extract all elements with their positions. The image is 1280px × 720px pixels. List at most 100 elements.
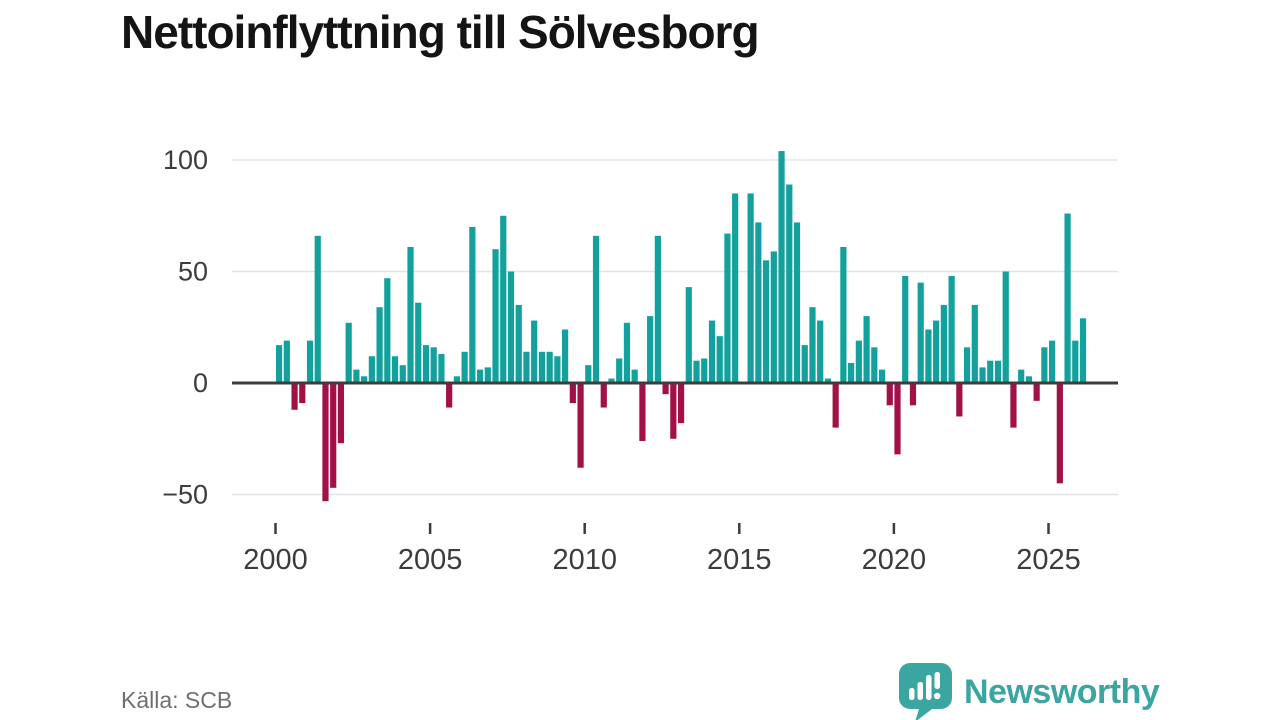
bar xyxy=(592,235,600,383)
bar xyxy=(376,307,383,383)
bar xyxy=(1041,347,1048,383)
bar xyxy=(515,304,522,383)
bar xyxy=(670,383,677,439)
bar xyxy=(407,246,414,383)
bar xyxy=(994,360,1002,383)
newsworthy-logo-icon xyxy=(899,662,952,720)
bar xyxy=(662,383,669,395)
bar xyxy=(1033,383,1040,401)
source-note: Källa: SCB xyxy=(121,687,233,713)
bar xyxy=(616,358,623,383)
bar xyxy=(306,340,314,383)
bar xyxy=(1064,213,1071,383)
bar xyxy=(391,356,399,383)
bar xyxy=(291,383,298,410)
bar xyxy=(925,329,932,383)
bar xyxy=(940,304,947,383)
bar xyxy=(639,383,646,441)
bar xyxy=(322,383,329,502)
bar xyxy=(654,235,661,383)
bar xyxy=(623,322,631,383)
bar xyxy=(793,222,801,383)
brand-name: Newsworthy xyxy=(964,672,1160,711)
bar xyxy=(600,383,607,408)
bar xyxy=(577,383,584,468)
bar xyxy=(647,316,654,383)
bar xyxy=(755,222,762,383)
bar xyxy=(415,302,422,383)
bar xyxy=(917,282,924,383)
bar xyxy=(979,367,986,383)
bar xyxy=(476,369,484,383)
bar xyxy=(809,307,816,383)
bar xyxy=(933,320,940,383)
bar xyxy=(283,340,290,383)
bar xyxy=(361,376,368,383)
bar xyxy=(948,275,955,383)
y-axis-label: 100 xyxy=(163,145,208,175)
bar xyxy=(724,233,731,383)
bar xyxy=(585,365,592,383)
bar xyxy=(987,360,994,383)
page-title: Nettoinflyttning till Sölvesborg xyxy=(121,6,760,58)
bar xyxy=(461,351,468,383)
bar xyxy=(1079,318,1087,383)
bar xyxy=(778,151,785,383)
bar xyxy=(330,383,337,488)
bar xyxy=(399,365,406,383)
bar xyxy=(562,329,569,383)
logo-exclamation-dot xyxy=(934,692,941,699)
bar xyxy=(523,351,530,383)
y-axis-label: 50 xyxy=(178,257,208,287)
bar xyxy=(886,383,893,406)
bar xyxy=(554,356,561,383)
bar xyxy=(608,378,615,383)
bar xyxy=(484,367,491,383)
bar xyxy=(894,383,901,455)
bar xyxy=(546,351,553,383)
y-axis-label: 0 xyxy=(193,368,208,398)
bar xyxy=(1018,369,1025,383)
bar xyxy=(1025,376,1033,383)
bar xyxy=(685,287,692,383)
x-axis-label: 2025 xyxy=(1016,544,1081,576)
bar xyxy=(848,362,855,383)
x-axis-label: 2020 xyxy=(862,544,927,576)
bar xyxy=(531,320,538,383)
bar xyxy=(770,251,777,383)
brand-footer: Newsworthy xyxy=(898,662,1160,720)
bar xyxy=(963,347,971,383)
bar xyxy=(693,360,700,383)
bar xyxy=(871,347,878,383)
bar xyxy=(817,320,824,383)
bar xyxy=(732,193,739,383)
bar xyxy=(345,322,352,383)
bar xyxy=(1002,271,1009,383)
logo-bar-small xyxy=(909,687,915,700)
x-axis-label: 2010 xyxy=(552,544,617,576)
x-axis-label: 2005 xyxy=(398,544,463,576)
bar xyxy=(716,336,723,383)
bar xyxy=(832,383,839,428)
bar xyxy=(469,226,476,383)
logo-speech-bubble xyxy=(899,662,952,720)
bar xyxy=(299,383,306,404)
bar xyxy=(909,383,917,406)
bar xyxy=(438,354,445,383)
bar xyxy=(492,249,499,383)
x-axis-label: 2015 xyxy=(707,544,772,576)
bar xyxy=(708,320,716,383)
logo-bar-medium xyxy=(917,681,923,700)
bar xyxy=(762,260,770,383)
bar xyxy=(569,383,576,404)
bar xyxy=(314,235,321,383)
y-axis-label: −50 xyxy=(162,480,208,510)
bar xyxy=(538,351,546,383)
bar xyxy=(430,347,437,383)
bar xyxy=(453,376,460,383)
bar xyxy=(1056,383,1063,484)
bar xyxy=(500,215,507,383)
bar xyxy=(747,193,754,383)
